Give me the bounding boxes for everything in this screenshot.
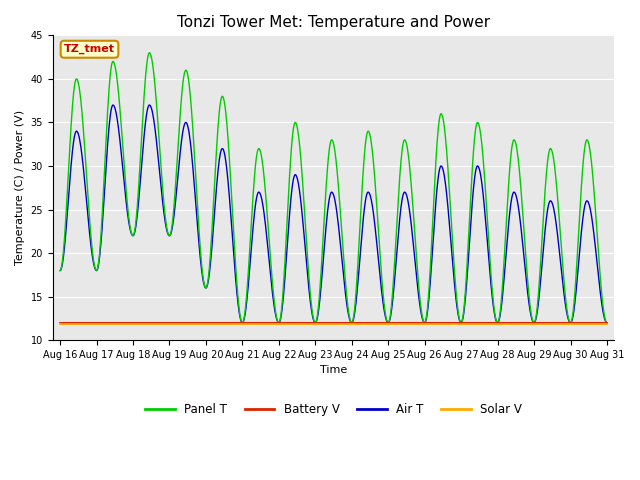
Solar V [309, 321, 317, 327]
Solar V [99, 321, 106, 327]
Air T [300, 229, 308, 235]
Line: Panel T: Panel T [60, 53, 607, 323]
Air T [121, 188, 129, 194]
Air T [56, 268, 64, 274]
Battery V [56, 320, 64, 325]
Panel T [310, 317, 317, 323]
Panel T [56, 268, 64, 274]
Battery V [121, 320, 129, 325]
Solar V [121, 321, 129, 327]
X-axis label: Time: Time [320, 365, 347, 375]
Solar V [603, 321, 611, 327]
Battery V [300, 320, 307, 325]
Air T [99, 221, 106, 227]
Solar V [300, 321, 307, 327]
Battery V [288, 320, 296, 325]
Air T [289, 182, 296, 188]
Battery V [367, 320, 375, 325]
Solar V [288, 321, 296, 327]
Panel T [121, 168, 129, 174]
Y-axis label: Temperature (C) / Power (V): Temperature (C) / Power (V) [15, 110, 25, 265]
Panel T [99, 208, 106, 214]
Air T [310, 317, 317, 323]
Battery V [603, 320, 611, 325]
Panel T [300, 197, 308, 203]
Air T [109, 102, 117, 108]
Panel T [289, 133, 296, 139]
Battery V [309, 320, 317, 325]
Air T [368, 199, 376, 204]
Solar V [56, 321, 64, 327]
Legend: Panel T, Battery V, Air T, Solar V: Panel T, Battery V, Air T, Solar V [140, 398, 527, 420]
Solar V [367, 321, 375, 327]
Title: Tonzi Tower Met: Temperature and Power: Tonzi Tower Met: Temperature and Power [177, 15, 490, 30]
Panel T [368, 142, 376, 148]
Text: TZ_tmet: TZ_tmet [64, 44, 115, 54]
Panel T [146, 50, 154, 56]
Line: Air T: Air T [60, 105, 607, 323]
Panel T [603, 320, 611, 325]
Battery V [99, 320, 106, 325]
Air T [603, 320, 611, 325]
